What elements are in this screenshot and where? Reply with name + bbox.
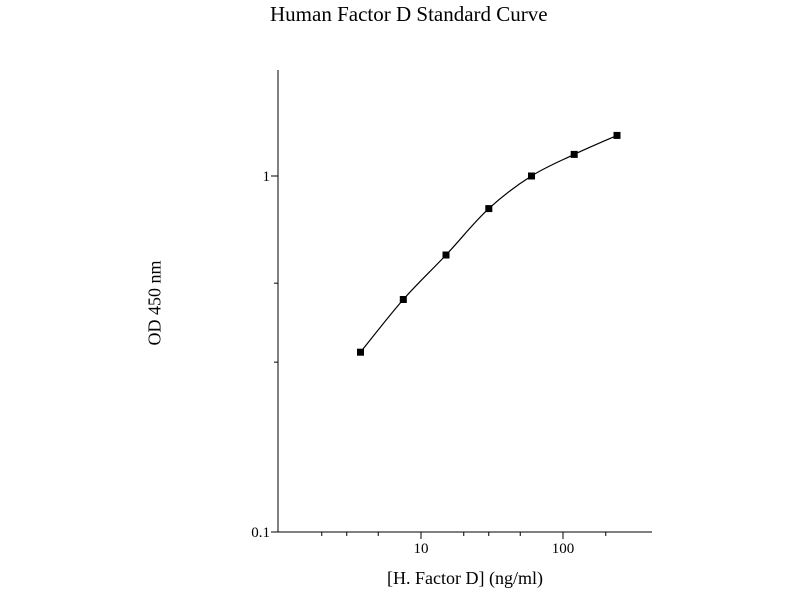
chart-title: Human Factor D Standard Curve: [270, 2, 548, 26]
x-axis-ticks: [321, 532, 607, 539]
y-axis-ticks: [271, 175, 278, 533]
y-tick-label-1: 1: [263, 169, 271, 185]
data-point-1: [399, 296, 407, 303]
data-point-4: [528, 172, 535, 180]
data-points: [357, 131, 621, 356]
y-tick-label-0.1: 0.1: [251, 525, 270, 541]
y-axis-label: OD 450 nm: [144, 260, 165, 346]
data-point-2: [442, 251, 450, 259]
standard-curve-line: [360, 134, 618, 353]
data-point-5: [570, 150, 578, 158]
data-point-3: [485, 205, 493, 213]
x-tick-label-10: 10: [414, 541, 429, 557]
x-axis-label: [H. Factor D] (ng/ml): [387, 568, 543, 588]
data-point-0: [357, 348, 364, 356]
data-point-6: [613, 131, 621, 139]
x-tick-label-100: 100: [552, 541, 575, 557]
